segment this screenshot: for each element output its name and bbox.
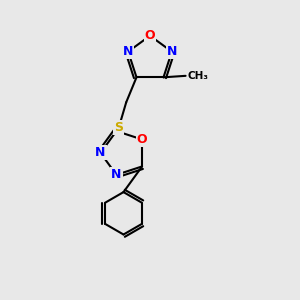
- Text: N: N: [95, 146, 106, 159]
- Text: S: S: [114, 121, 123, 134]
- Text: O: O: [145, 29, 155, 42]
- Text: N: N: [123, 45, 133, 58]
- Text: N: N: [111, 168, 122, 181]
- Text: CH₃: CH₃: [187, 71, 208, 81]
- Text: N: N: [167, 45, 177, 58]
- Text: O: O: [137, 133, 147, 146]
